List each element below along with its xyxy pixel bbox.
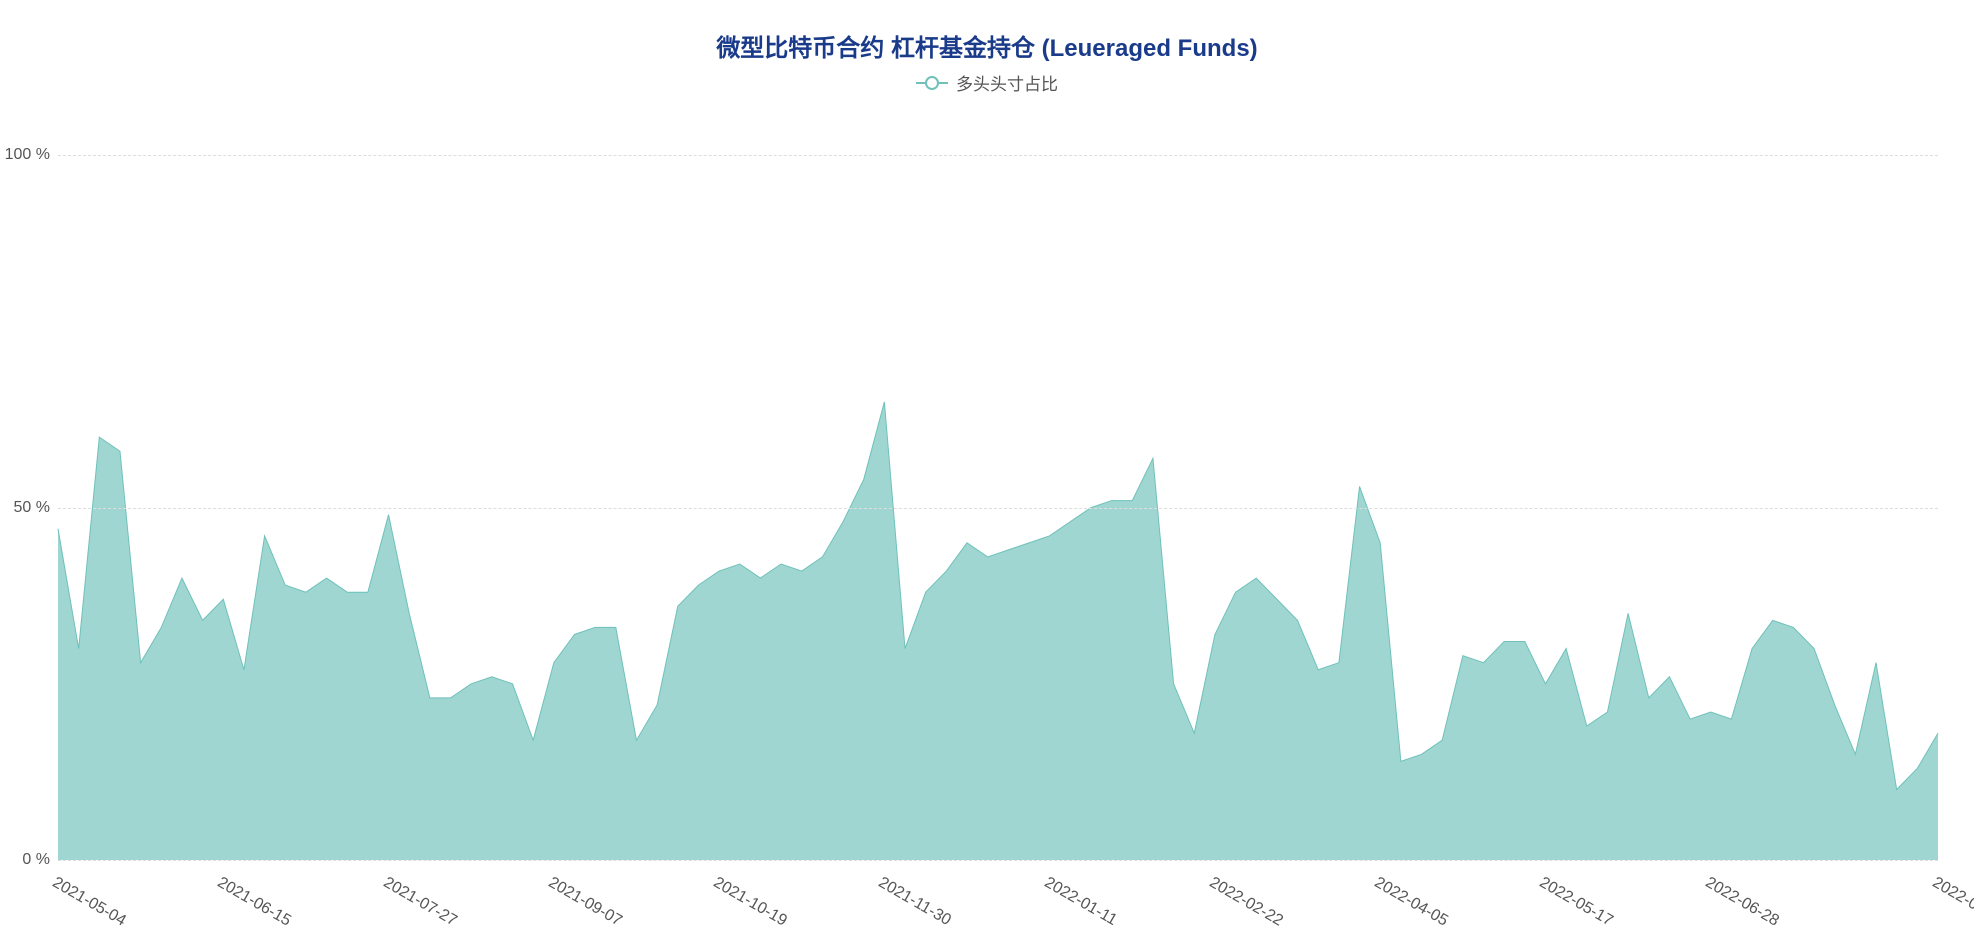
x-axis-tick-label: 2022-05-17: [1536, 874, 1616, 931]
gridline: [58, 508, 1938, 509]
plot-area: 0 %50 %100 %2021-05-042021-06-152021-07-…: [58, 120, 1938, 860]
x-axis-tick-label: 2021-05-04: [49, 874, 129, 931]
x-axis-tick-label: 2021-07-27: [380, 874, 460, 931]
legend: 多头头寸占比: [0, 70, 1974, 95]
legend-marker-icon: [916, 82, 948, 84]
x-axis-tick-label: 2022-04-05: [1371, 874, 1451, 931]
y-axis-tick-label: 50 %: [14, 499, 50, 517]
area-fill: [58, 402, 1938, 860]
x-axis-tick-label: 2021-10-19: [710, 874, 790, 931]
chart-title: 微型比特币合约 杠杆基金持仓 (Leueraged Funds): [0, 28, 1974, 63]
x-axis-tick-label: 2022-02-22: [1206, 874, 1286, 931]
y-axis-tick-label: 100 %: [5, 146, 50, 164]
x-axis-tick-label: 2022-08-16: [1929, 874, 1974, 931]
chart-container: 微型比特币合约 杠杆基金持仓 (Leueraged Funds) 多头头寸占比 …: [0, 0, 1974, 922]
x-axis-tick-label: 2021-09-07: [545, 874, 625, 931]
gridline: [58, 155, 1938, 156]
x-axis-tick-label: 2021-06-15: [214, 874, 294, 931]
y-axis-tick-label: 0 %: [22, 851, 50, 869]
legend-item-label: 多头头寸占比: [956, 70, 1058, 95]
gridline: [58, 860, 1938, 861]
legend-item[interactable]: 多头头寸占比: [916, 70, 1058, 95]
x-axis-tick-label: 2022-06-28: [1702, 874, 1782, 931]
area-chart-svg: [58, 120, 1938, 860]
